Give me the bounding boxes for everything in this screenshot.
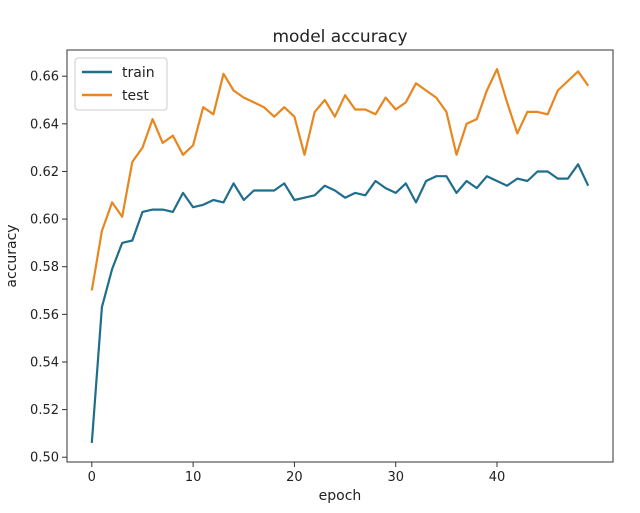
y-tick-label: 0.54 [30,355,59,370]
x-axis-label: epoch [319,488,362,504]
y-tick-label: 0.64 [30,117,59,132]
plot-frame [66,49,614,463]
y-tick-label: 0.52 [30,403,59,418]
y-tick-label: 0.66 [30,70,59,85]
x-tick-label: 0 [88,470,96,485]
x-tick-label: 10 [185,470,202,485]
y-tick-label: 0.56 [30,308,59,323]
series-line-train [90,163,590,443]
y-tick-label: 0.60 [30,213,59,228]
chart-title: model accuracy [272,27,407,47]
x-tick-label: 30 [387,470,404,485]
x-tick-label: 40 [489,470,506,485]
y-tick-label: 0.62 [30,165,59,180]
series-line-test [90,67,590,291]
y-axis-label: accuracy [4,224,20,287]
legend-label-test: test [122,88,149,104]
y-tick-label: 0.58 [30,260,59,275]
legend: train test [74,57,168,111]
legend-label-train: train [122,65,155,81]
x-tick-label: 20 [286,470,303,485]
y-tick-label: 0.50 [30,451,59,466]
